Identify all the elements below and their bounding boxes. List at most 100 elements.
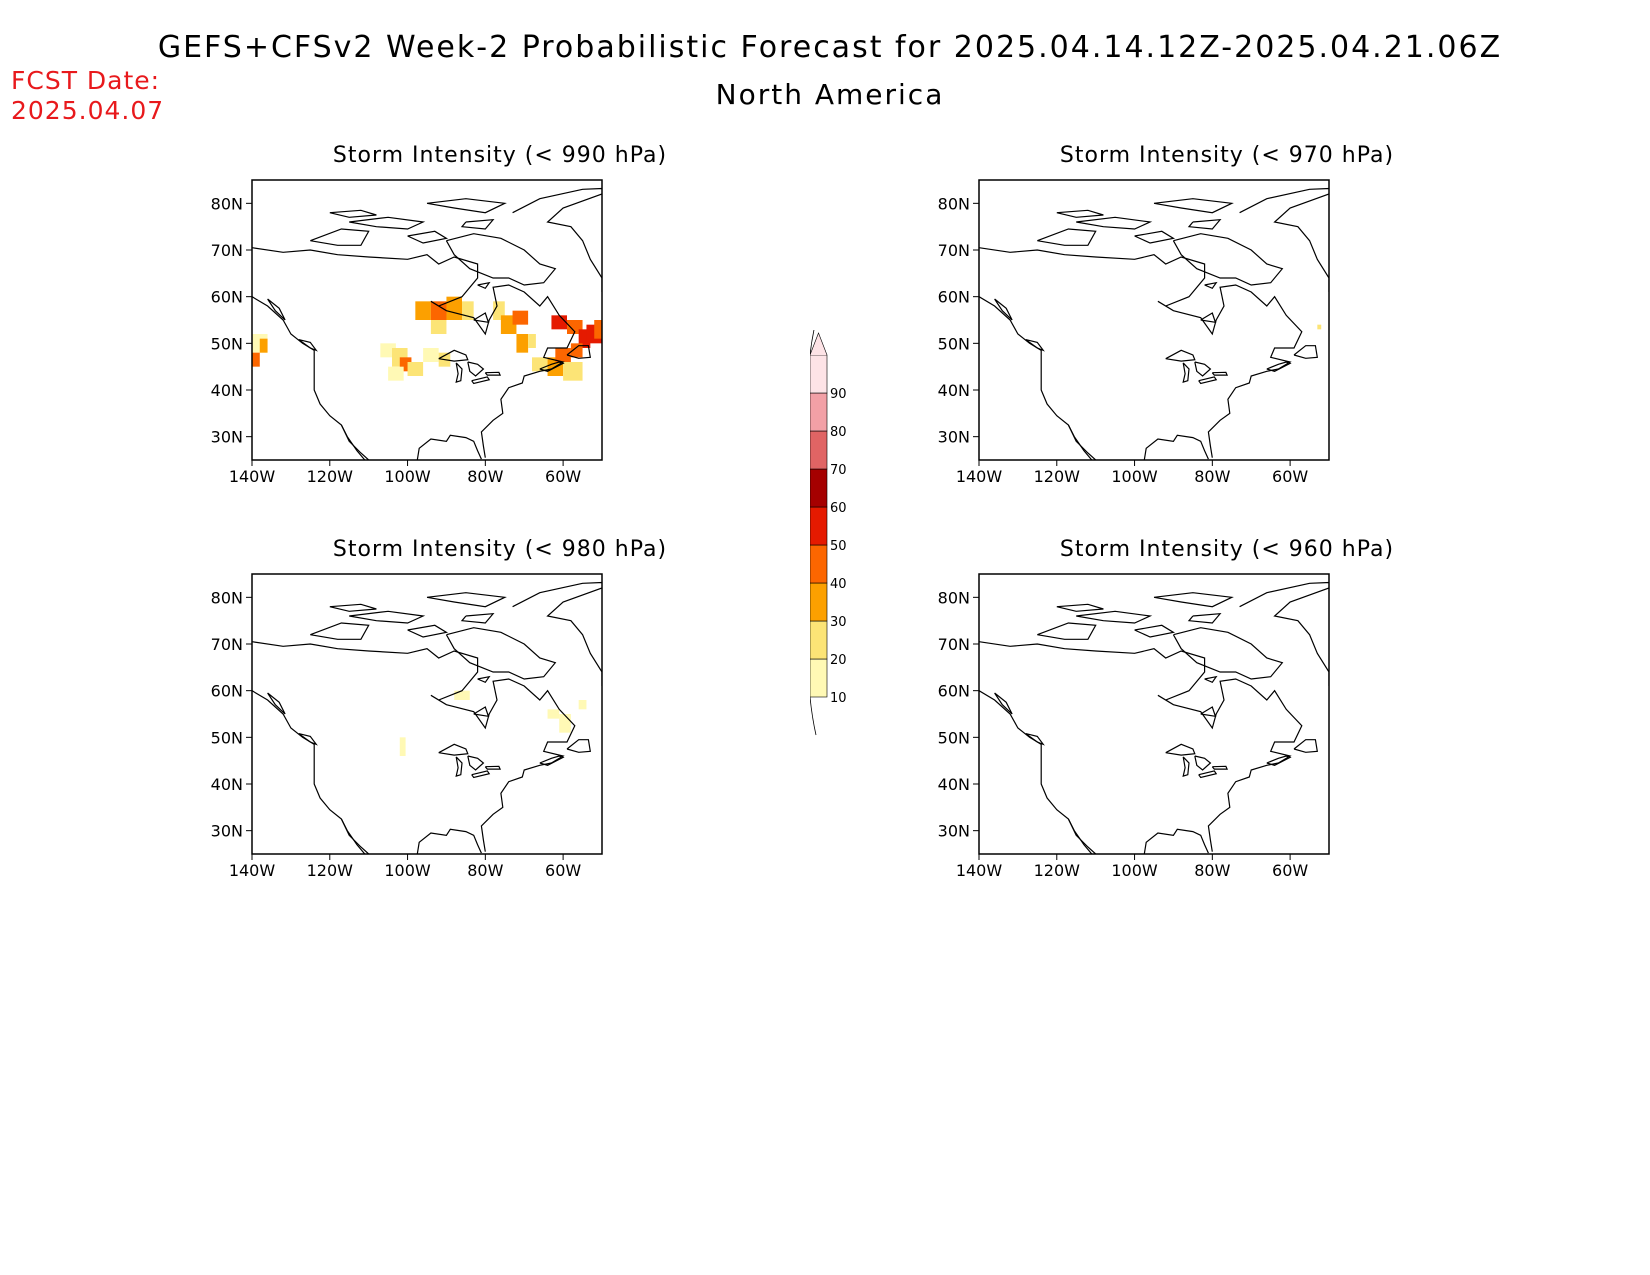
probability-cell <box>454 690 470 700</box>
lat-tick-label: 60N <box>938 288 970 307</box>
lat-tick-label: 30N <box>938 822 970 841</box>
coastline <box>539 361 565 372</box>
coastline <box>1266 755 1292 766</box>
map-frame <box>251 573 603 855</box>
coastline <box>1067 818 1093 854</box>
probability-cell <box>559 714 571 733</box>
probability-cell <box>578 700 587 710</box>
lat-tick-label: 50N <box>938 728 970 747</box>
panel-title: Storm Intensity (< 970 hPa) <box>1059 143 1395 168</box>
coastline <box>340 818 366 854</box>
lon-tick-label: 120W <box>307 467 354 486</box>
lon-tick-label: 60W <box>1272 467 1308 486</box>
lon-tick-label: 60W <box>545 467 581 486</box>
probability-cell <box>415 301 431 320</box>
map-plot: 80N 70N 60N 50N 40N 30N 140W 120W 100W 80W 60W <box>938 179 1330 486</box>
coastline <box>1025 339 1045 352</box>
lon-tick-label: 140W <box>956 861 1003 880</box>
probability-cell <box>399 737 406 756</box>
lon-tick-label: 120W <box>1034 861 1081 880</box>
lon-tick-label: 80W <box>1194 467 1230 486</box>
colorbar-label: 70 <box>830 463 847 478</box>
region-title: North America <box>715 78 945 111</box>
lat-tick-label: 30N <box>938 428 970 447</box>
coastline <box>1134 624 1176 638</box>
lon-tick-label: 100W <box>1111 467 1158 486</box>
coastline <box>1204 281 1218 290</box>
colorbar-label: 20 <box>830 653 847 668</box>
coastline <box>340 424 366 460</box>
coastline <box>1076 610 1153 624</box>
colorbar-segment <box>810 582 828 622</box>
panel-title: Storm Intensity (< 960 hPa) <box>1059 537 1395 562</box>
coastline <box>298 733 318 746</box>
coastline <box>1239 581 1329 686</box>
coastline <box>1076 216 1153 230</box>
coastline <box>512 187 602 292</box>
coastline <box>1153 198 1234 214</box>
coastline <box>310 228 370 246</box>
coastline <box>1165 743 1196 756</box>
colorbar-segment <box>810 544 828 584</box>
coastline <box>1198 376 1218 385</box>
lat-tick-label: 30N <box>211 428 243 447</box>
coastline <box>1056 603 1104 612</box>
coastline <box>566 345 591 359</box>
coastline <box>267 298 286 321</box>
probability-cell <box>578 329 591 348</box>
coastline <box>1056 209 1104 218</box>
coastline <box>349 216 426 230</box>
map-frame <box>978 573 1330 855</box>
coastline <box>426 198 507 214</box>
coastline <box>407 624 449 638</box>
coastline <box>471 376 491 385</box>
lon-tick-label: 140W <box>956 467 1003 486</box>
probability-cell <box>430 320 447 334</box>
colorbar-segment <box>810 430 828 470</box>
coastline <box>467 361 485 377</box>
fcst-date-label: FCST Date: <box>11 66 161 95</box>
coastline <box>416 434 482 460</box>
lon-tick-label: 60W <box>1272 861 1308 880</box>
lon-tick-label: 60W <box>545 861 581 880</box>
colorbar-graphic: 10 20 30 40 50 60 70 80 90 <box>810 330 847 736</box>
lat-tick-label: 80N <box>211 588 243 607</box>
coastline <box>1266 361 1292 372</box>
coastline <box>512 581 602 686</box>
lon-tick-label: 80W <box>1194 861 1230 880</box>
coastline <box>445 233 557 286</box>
coastline <box>1172 627 1284 680</box>
lon-tick-label: 140W <box>229 861 276 880</box>
map-frame <box>978 179 1330 461</box>
coastline <box>1182 362 1190 383</box>
coastline <box>455 362 463 383</box>
coastline <box>979 247 1303 458</box>
coastline <box>979 641 1303 852</box>
fcst-date-value: 2025.04.07 <box>11 96 165 125</box>
coastline <box>1187 612 1222 624</box>
probability-cell <box>563 362 583 381</box>
lat-tick-label: 40N <box>938 381 970 400</box>
coastline <box>1134 230 1176 244</box>
colorbar-label: 60 <box>830 501 847 516</box>
colorbar-label: 10 <box>830 691 847 706</box>
forecast-date-block: FCST Date: 2025.04.07 <box>11 66 164 126</box>
coastline <box>1143 828 1209 854</box>
coastline <box>298 339 318 352</box>
map-plot: 80N 70N 60N 50N 40N 30N 140W 120W 100W 80W 60W <box>211 573 603 880</box>
coastline <box>994 298 1013 321</box>
lon-tick-label: 80W <box>467 467 503 486</box>
coastline <box>471 770 491 779</box>
coastline <box>477 281 491 290</box>
lat-tick-label: 70N <box>938 241 970 260</box>
coastline <box>252 247 576 458</box>
lat-tick-label: 30N <box>211 822 243 841</box>
coastline <box>426 592 507 608</box>
coastline <box>252 641 576 852</box>
probability-cell <box>388 366 404 381</box>
coastline <box>329 603 377 612</box>
coastline <box>1172 233 1284 286</box>
figure-title: GEFS+CFSv2 Week-2 Probabilistic Forecast… <box>157 30 1503 65</box>
coastline <box>1239 187 1329 292</box>
lat-tick-label: 60N <box>211 288 243 307</box>
